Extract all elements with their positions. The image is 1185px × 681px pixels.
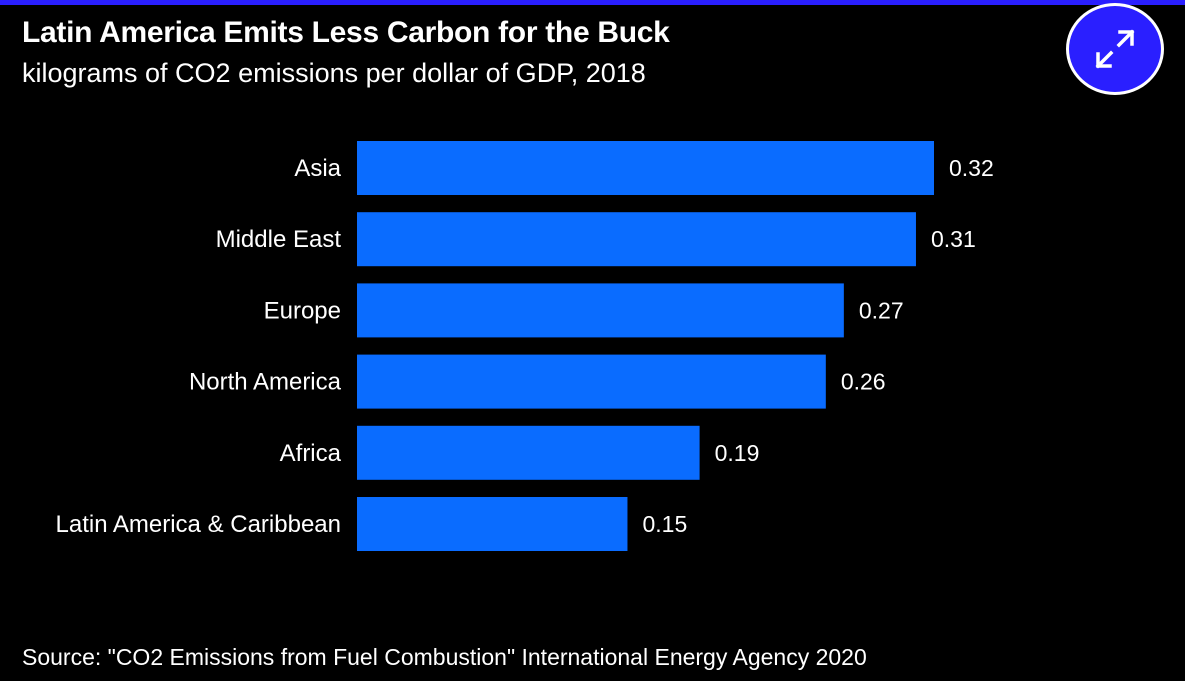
expand-button[interactable] xyxy=(1066,3,1164,95)
bar-latin-america-caribbean xyxy=(357,497,628,551)
category-label: Europe xyxy=(264,297,341,324)
category-label: Middle East xyxy=(216,226,342,253)
value-label: 0.19 xyxy=(715,440,760,466)
bar-africa xyxy=(357,425,700,480)
category-label: Asia xyxy=(294,155,341,182)
value-label: 0.27 xyxy=(859,297,904,323)
bar-north-america xyxy=(357,354,826,409)
top-accent-stripe xyxy=(0,0,1185,5)
bar-middle-east xyxy=(357,212,916,267)
bar-chart: Asia 0.32 Middle East 0.31 Europe 0.27 North A… xyxy=(56,141,994,551)
source-note: Source: "CO2 Emissions from Fuel Combust… xyxy=(22,644,867,670)
value-label: 0.31 xyxy=(931,226,976,252)
category-label: Africa xyxy=(280,440,342,467)
bar-asia xyxy=(357,141,934,195)
bar-europe xyxy=(357,283,844,338)
value-label: 0.26 xyxy=(841,369,886,395)
category-label: Latin America & Caribbean xyxy=(56,511,342,538)
chart-subtitle: kilograms of CO2 emissions per dollar of… xyxy=(22,58,646,88)
value-label: 0.15 xyxy=(642,511,687,537)
category-label: North America xyxy=(189,369,342,396)
chart-title: Latin America Emits Less Carbon for the … xyxy=(22,16,670,49)
expand-arrows-icon xyxy=(1095,29,1135,69)
value-label: 0.32 xyxy=(949,155,994,181)
